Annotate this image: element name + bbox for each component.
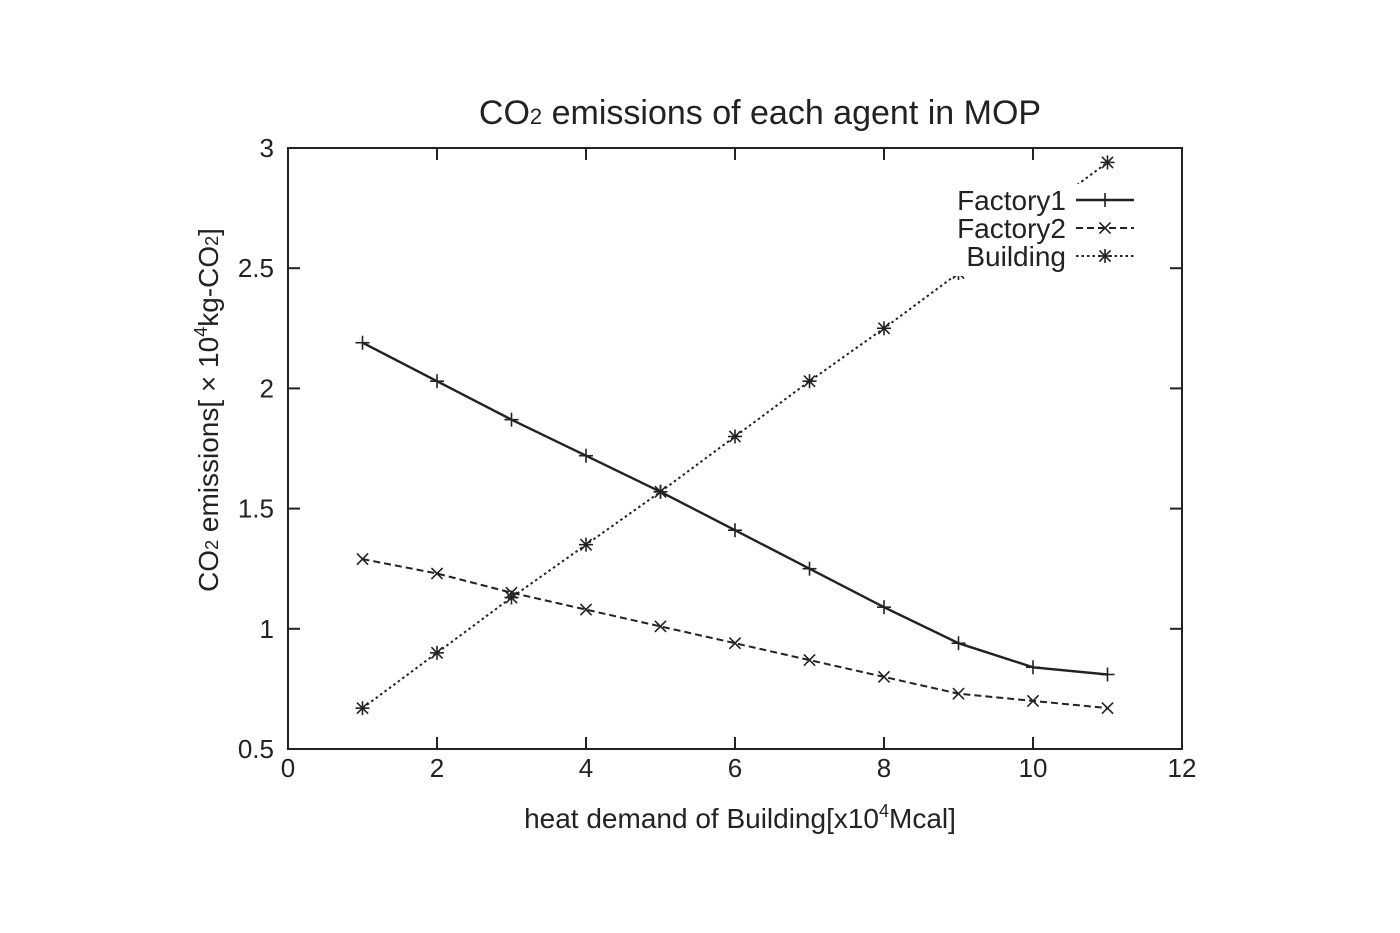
data-point-building (1100, 155, 1115, 170)
data-point-building (653, 484, 668, 499)
y-tick-label: 1 (260, 614, 274, 644)
data-point-factory2 (1101, 701, 1114, 715)
data-point-factory1 (1100, 667, 1115, 682)
data-point-factory2 (1026, 694, 1040, 708)
data-point-factory1 (355, 335, 370, 350)
data-point-building (877, 321, 891, 336)
data-point-factory2 (356, 552, 369, 566)
data-point-building (430, 645, 444, 660)
y-axis-label: CO2 emissions[ × 104kg-CO2] (191, 228, 224, 592)
axis-ticks: 0 2 4 6 8 10 12 0.5 1 1.5 2 2.5 3 (238, 133, 1197, 783)
x-axis-label: heat demand of Building[x104Mcal] (524, 801, 956, 834)
data-point-factory1 (579, 448, 593, 463)
legend-label-building: Building (966, 241, 1066, 272)
data-point-factory2 (654, 620, 667, 633)
data-point-factory1 (430, 374, 444, 389)
data-point-building (504, 590, 519, 605)
data-point-factory2 (430, 567, 444, 580)
data-point-factory2 (803, 653, 816, 667)
series-line-building (361, 161, 1109, 709)
data-point-building (579, 537, 593, 552)
legend-marker-factory2 (1098, 221, 1112, 235)
data-point-factory1 (951, 636, 966, 651)
x-tick-label: 2 (430, 753, 444, 783)
y-tick-label: 2.5 (238, 253, 274, 283)
x-tick-label: 0 (281, 753, 295, 783)
x-tick-label: 4 (579, 753, 593, 783)
data-point-factory1 (504, 412, 519, 427)
data-point-factory1 (728, 523, 742, 538)
y-tick-label: 2 (260, 373, 274, 403)
data-point-factory1 (1026, 660, 1040, 675)
legend-label-factory1: Factory1 (957, 185, 1066, 216)
x-tick-label: 10 (1019, 753, 1048, 783)
data-point-building (802, 374, 817, 389)
data-point-factory2 (877, 670, 891, 684)
data-point-factory1 (877, 600, 891, 615)
data-point-factory2 (579, 603, 593, 616)
x-tick-label: 6 (728, 753, 742, 783)
y-tick-label: 0.5 (238, 734, 274, 764)
data-point-building (728, 429, 742, 444)
y-tick-label: 3 (260, 133, 274, 163)
data-point-factory1 (802, 561, 817, 576)
data-point-factory2 (952, 687, 965, 700)
data-point-factory2 (728, 637, 742, 650)
series-line-factory2 (362, 558, 1108, 710)
data-point-building (355, 701, 370, 716)
legend-label-factory2: Factory2 (957, 213, 1066, 244)
x-tick-label: 8 (877, 753, 891, 783)
legend-marker-factory1 (1098, 193, 1112, 207)
x-tick-label: 12 (1168, 753, 1197, 783)
chart-title: CO2 emissions of each agent in MOP (479, 94, 1041, 132)
y-tick-label: 1.5 (238, 494, 274, 524)
legend-marker-building (1098, 249, 1112, 263)
